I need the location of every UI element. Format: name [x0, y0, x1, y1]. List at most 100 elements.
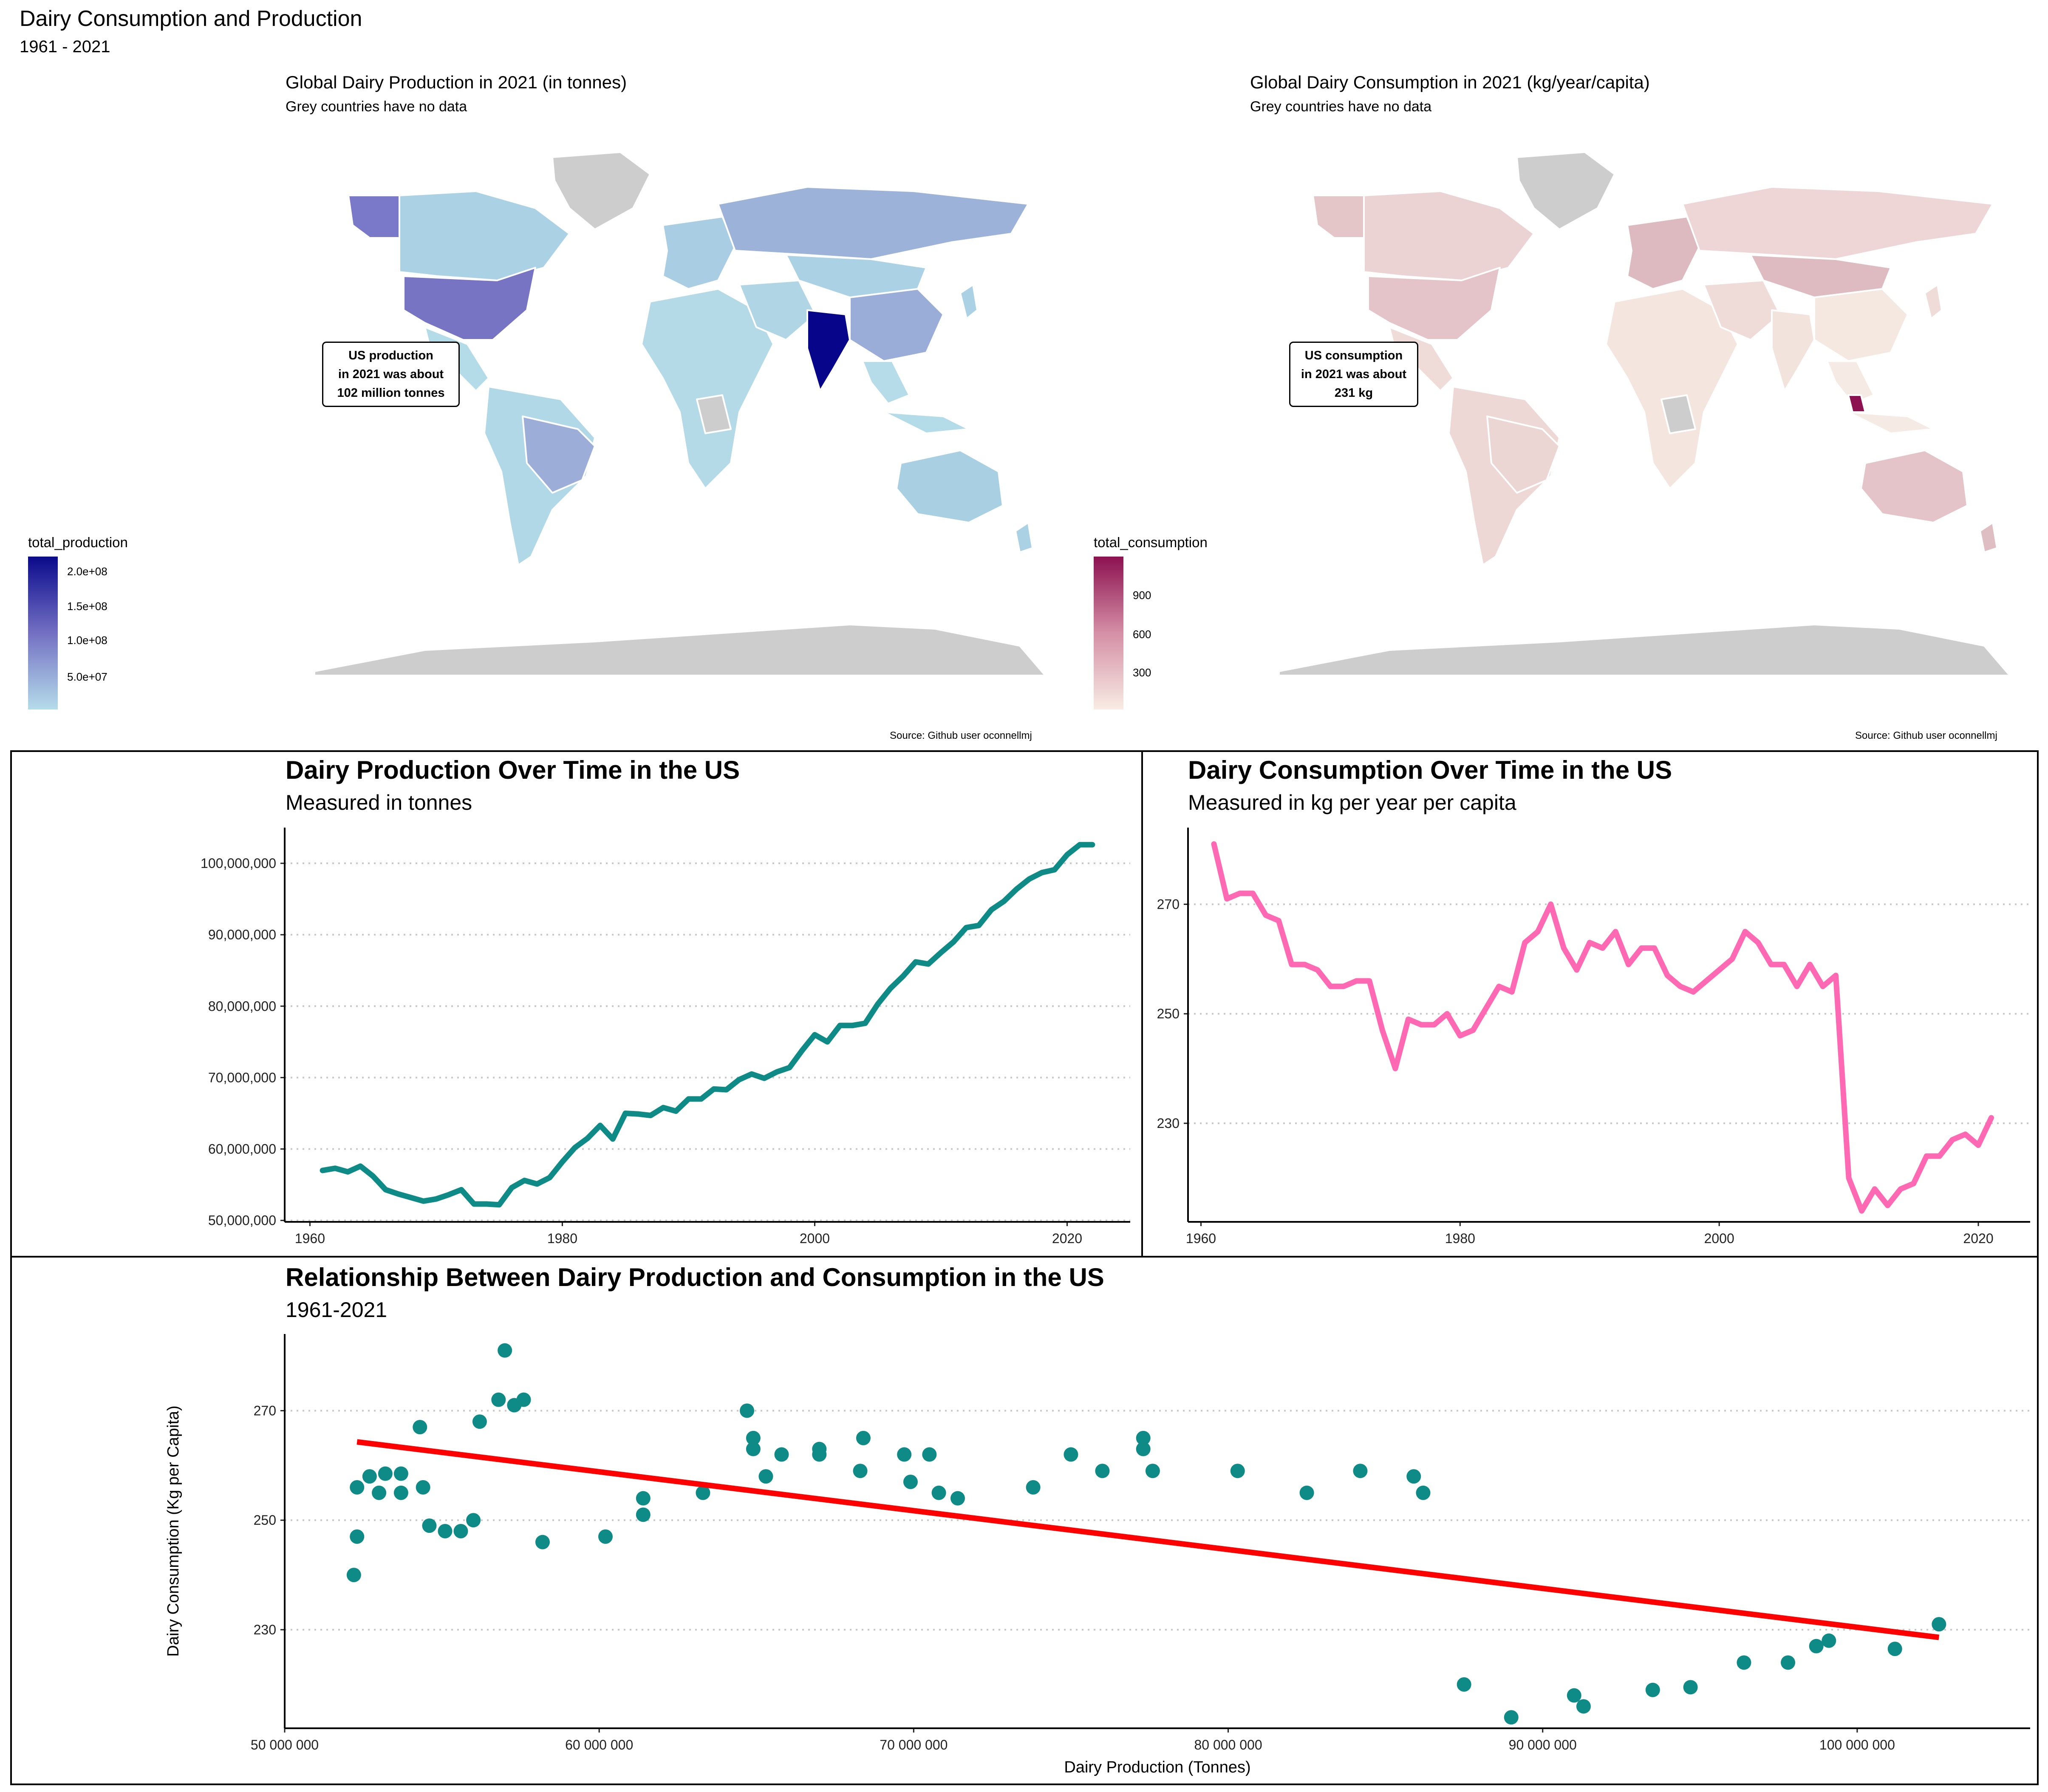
scatter-point: [1136, 1430, 1151, 1445]
scatter-point: [438, 1524, 453, 1538]
production-line-subtitle: Measured in tonnes: [286, 791, 472, 814]
consumption-legend-tick: 600: [1133, 628, 1151, 641]
consumption-legend-colorbar: [1094, 557, 1123, 709]
drc-shape: [696, 394, 732, 434]
consumption-y-tick-label: 230: [1157, 1116, 1180, 1131]
scatter-point: [812, 1447, 827, 1462]
india-shape: [806, 309, 851, 392]
scatter-point: [378, 1466, 393, 1481]
scatter-y-tick-label: 230: [254, 1622, 276, 1637]
russia-shape: [717, 186, 1029, 260]
antarctica-shape: [314, 624, 1046, 676]
scatter-subtitle: 1961-2021: [286, 1298, 388, 1322]
scatter-point: [393, 1485, 408, 1500]
consumption-map-subtitle: Grey countries have no data: [1250, 99, 1432, 115]
canada-shape: [399, 190, 570, 281]
consumption-legend-tick: 900: [1133, 589, 1151, 602]
canada-shape: [1363, 190, 1535, 281]
production-y-tick-label: 90,000,000: [208, 927, 276, 942]
scatter-point: [535, 1535, 550, 1549]
russia-shape: [1682, 186, 1994, 260]
scatter-point: [350, 1480, 365, 1495]
scatter-x-tick-label: 60 000 000: [565, 1737, 633, 1752]
scatter-point: [1353, 1464, 1368, 1478]
production-map-subtitle: Grey countries have no data: [286, 99, 467, 115]
india-shape: [1771, 309, 1815, 392]
middle-east-shape: [1703, 280, 1781, 341]
production-x-tick-label: 2020: [1052, 1231, 1082, 1246]
scatter-point: [350, 1529, 365, 1544]
consumption-legend-title: total_consumption: [1094, 534, 1208, 550]
production-annotation-line: 102 million tonnes: [337, 386, 445, 400]
main-subtitle: 1961 - 2021: [20, 37, 110, 56]
scatter-point: [950, 1491, 965, 1506]
scatter-point: [740, 1403, 755, 1418]
scatter-point: [746, 1442, 761, 1456]
scatter-point: [1932, 1617, 1946, 1632]
scatter-point: [1567, 1688, 1581, 1703]
scatter-point: [1887, 1642, 1902, 1656]
scatter-point: [1809, 1639, 1824, 1654]
scatter-point: [416, 1480, 430, 1495]
production-series-line: [320, 842, 1095, 1208]
scatter-x-tick-label: 90 000 000: [1509, 1737, 1577, 1752]
scatter-point: [466, 1513, 481, 1528]
consumption-world-map: [1278, 151, 2011, 676]
consumption-x-tick-label: 1960: [1186, 1231, 1216, 1246]
scatter-point: [1230, 1464, 1245, 1478]
production-annotation-line: US production: [348, 349, 433, 362]
scatter-point: [696, 1485, 710, 1500]
scatter-point: [1781, 1655, 1796, 1670]
scatter-panel: [10, 1256, 2039, 1785]
production-line-title: Dairy Production Over Time in the US: [286, 756, 740, 784]
scatter-point: [922, 1447, 937, 1462]
scatter-point: [1683, 1680, 1698, 1695]
scatter-x-axis-label: Dairy Production (Tonnes): [1064, 1758, 1250, 1776]
scatter-y-tick-label: 270: [254, 1403, 276, 1418]
alaska-shape: [1312, 195, 1365, 239]
consumption-map-title: Global Dairy Consumption in 2021 (kg/yea…: [1250, 72, 1650, 92]
production-y-tick-label: 70,000,000: [208, 1070, 276, 1085]
production-x-tick-label: 1980: [547, 1231, 577, 1246]
usa-shape: [1367, 267, 1501, 341]
consumption-annotation-line: in 2021 was about: [1301, 367, 1407, 381]
scatter-point: [1737, 1655, 1751, 1670]
scatter-point: [636, 1491, 651, 1506]
nz-shape: [1979, 522, 1998, 553]
consumption-x-tick-label: 2000: [1704, 1231, 1734, 1246]
production-y-tick-label: 80,000,000: [208, 998, 276, 1014]
greenland-shape: [1516, 151, 1615, 230]
scatter-y-axis-label: Dairy Consumption (Kg per Capita): [164, 1405, 182, 1656]
consumption-series-line: [1211, 841, 1994, 1214]
scatter-point: [636, 1507, 651, 1522]
production-legend-colorbar: [28, 557, 58, 709]
antarctica-shape: [1278, 624, 2011, 676]
scatter-point: [1095, 1464, 1110, 1478]
scatter-point: [1822, 1633, 1836, 1648]
consumption-annotation-line: US consumption: [1304, 349, 1403, 362]
scatter-point: [598, 1529, 613, 1544]
japan-shape: [1924, 284, 1943, 319]
scatter-point: [1136, 1442, 1151, 1456]
scatter-point: [453, 1524, 468, 1538]
australia-shape: [1860, 449, 1968, 523]
consumption-line-subtitle: Measured in kg per year per capita: [1188, 791, 1516, 814]
production-legend-tick: 1.5e+08: [67, 600, 107, 613]
consumption-y-tick-label: 250: [1157, 1006, 1180, 1021]
scatter-point: [758, 1469, 773, 1484]
brazil-shape: [1486, 415, 1560, 494]
scatter-point: [1504, 1710, 1519, 1725]
consumption-annotation-line: 231 kg: [1334, 386, 1373, 400]
consumption-annotation-box: US consumption in 2021 was about 231 kg: [1289, 342, 1418, 407]
scatter-x-tick-label: 70 000 000: [880, 1737, 948, 1752]
scatter-point: [1145, 1464, 1160, 1478]
production-legend-tick: 1.0e+08: [67, 634, 107, 647]
scatter-point: [1299, 1485, 1314, 1500]
consumption-y-tick-label: 270: [1157, 896, 1180, 912]
scatter-point: [393, 1466, 408, 1481]
consumption-map-source: Source: Github user oconnellmj: [1855, 730, 1997, 741]
scatter-point: [853, 1464, 868, 1478]
scatter-point: [472, 1414, 487, 1429]
greenland-shape: [552, 151, 651, 230]
